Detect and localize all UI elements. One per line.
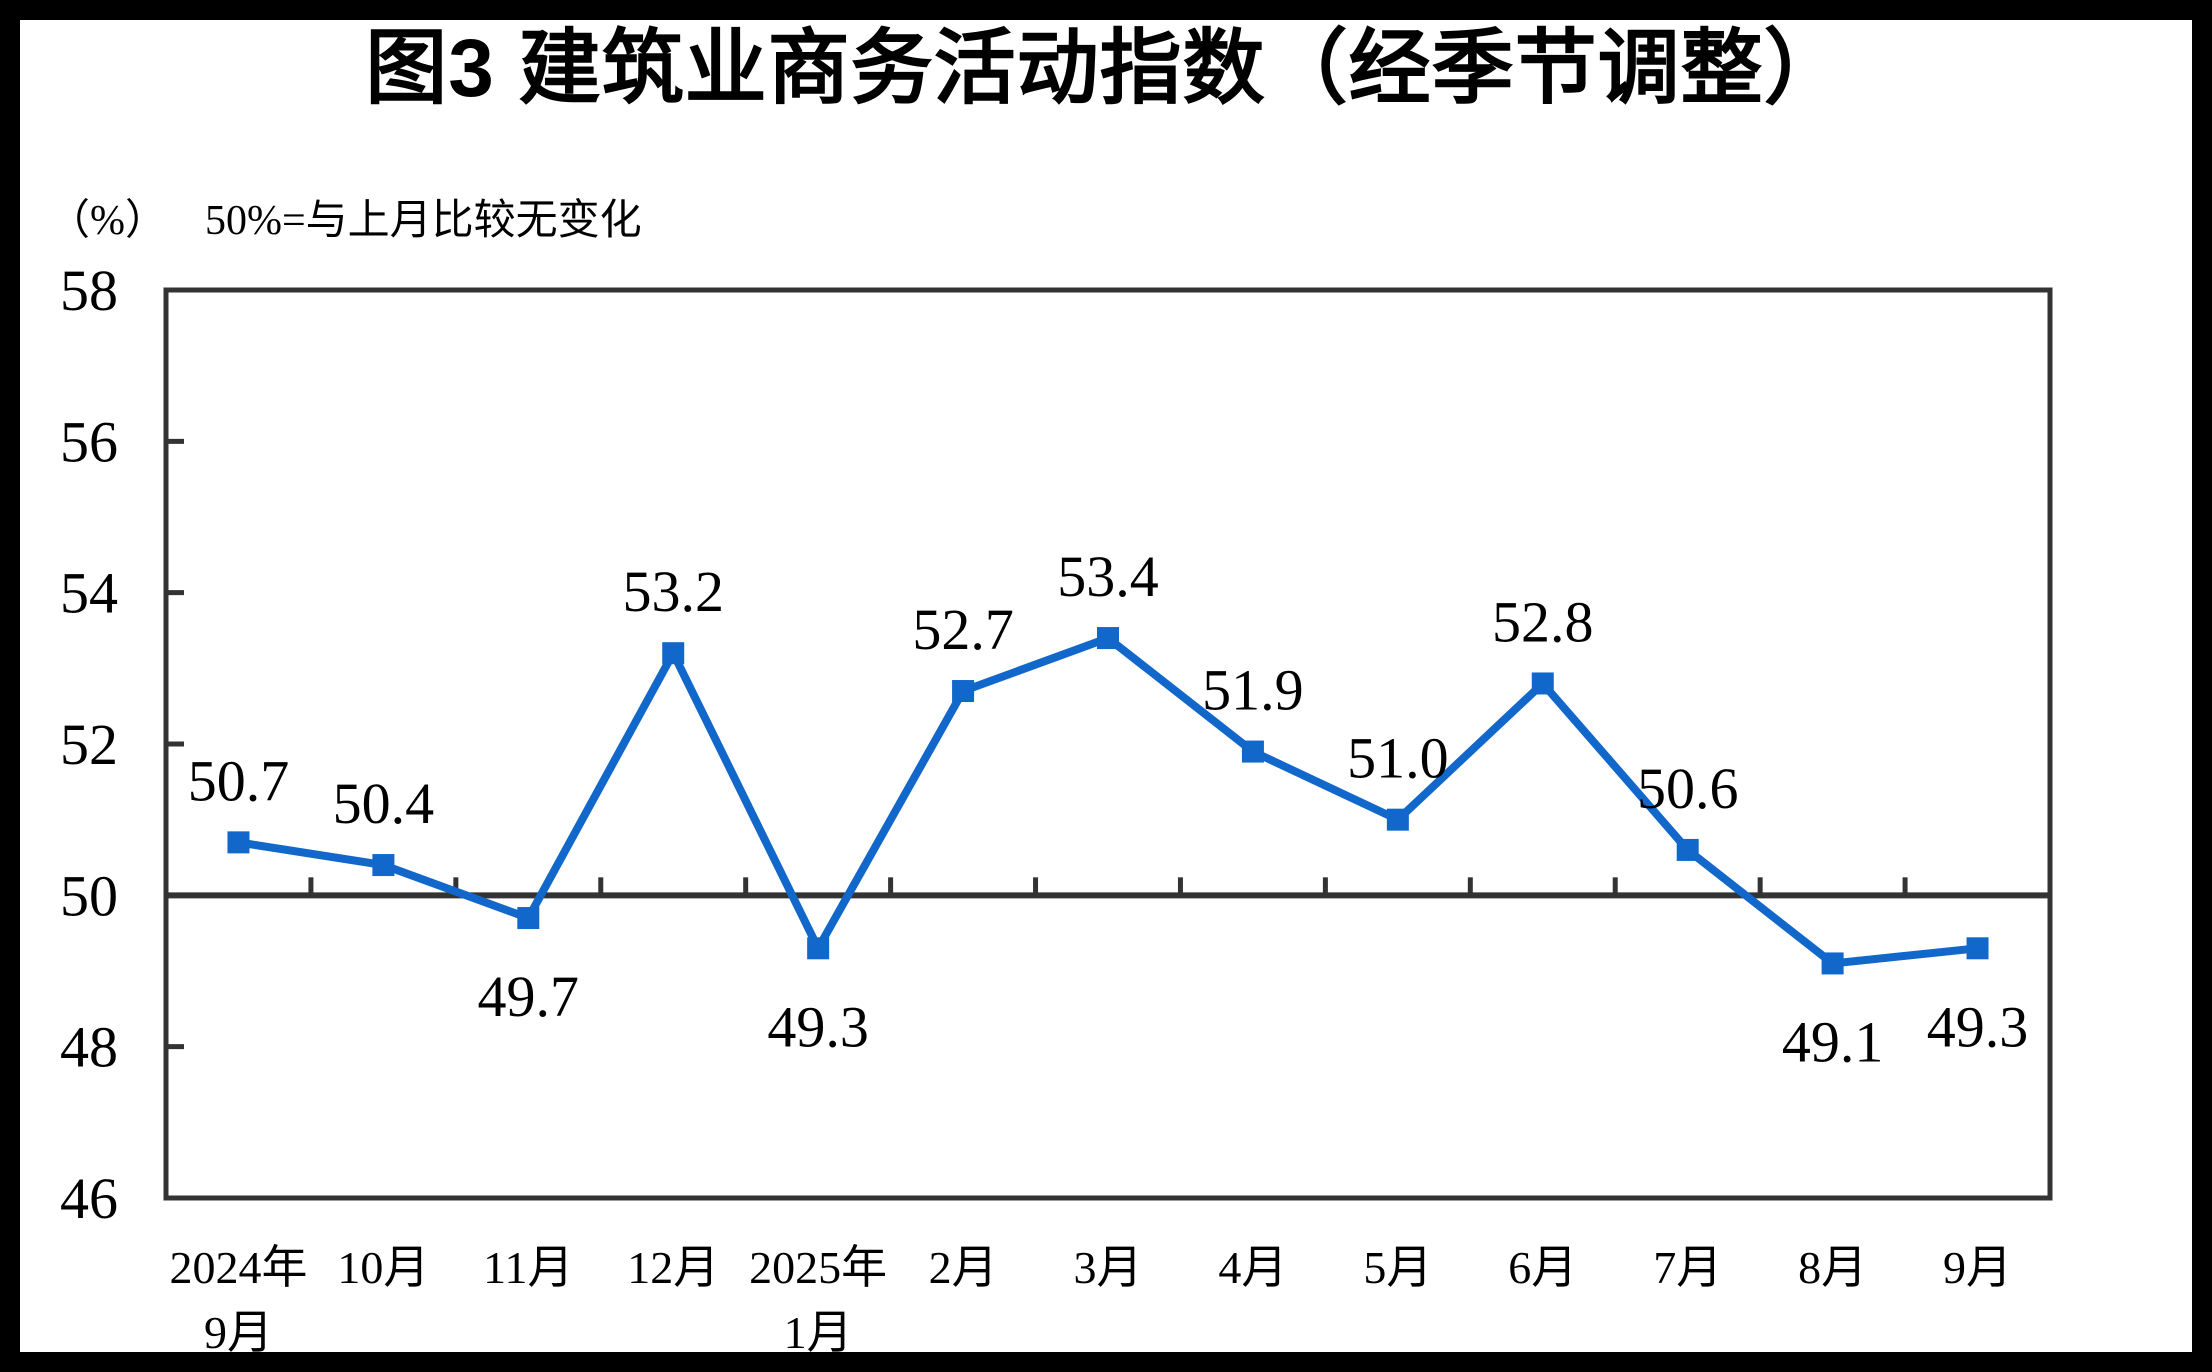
x-axis-label: 6月 <box>1508 1242 1577 1293</box>
data-point-marker <box>662 642 685 665</box>
axis-unit-note: （%） 50%=与上月比较无变化 <box>48 186 642 247</box>
data-point-label: 53.2 <box>622 559 724 624</box>
x-axis-label: 2024年 <box>169 1242 307 1293</box>
x-axis-label: 8月 <box>1798 1242 1867 1293</box>
data-point-label: 49.3 <box>1927 994 2029 1059</box>
x-axis-label: 7月 <box>1653 1242 1722 1293</box>
data-point-marker <box>1241 740 1264 763</box>
y-axis-label: 56 <box>60 409 118 474</box>
y-axis-label: 46 <box>60 1166 118 1231</box>
reference-line-note: 50%=与上月比较无变化 <box>205 198 642 244</box>
y-axis-label: 54 <box>60 561 118 626</box>
data-point-marker <box>1097 627 1119 650</box>
y-axis-label: 48 <box>60 1015 118 1080</box>
x-axis-label: 10月 <box>337 1242 429 1293</box>
x-axis-label: 11月 <box>483 1242 573 1293</box>
x-axis-label: 5月 <box>1363 1242 1432 1293</box>
data-point-marker <box>952 680 975 703</box>
chart-title: 图3 建筑业商务活动指数（经季节调整） <box>365 23 1847 114</box>
y-axis-label: 58 <box>60 258 118 323</box>
data-point-marker <box>1386 808 1409 831</box>
data-point-label: 49.3 <box>767 994 869 1059</box>
data-point-label: 51.9 <box>1202 658 1304 723</box>
data-point-marker <box>1676 838 1699 861</box>
x-axis-label: 3月 <box>1074 1242 1143 1293</box>
data-point-label: 51.0 <box>1347 726 1449 791</box>
x-axis-label: 2月 <box>929 1242 998 1293</box>
data-point-label: 49.1 <box>1782 1009 1884 1074</box>
y-axis-label: 50 <box>60 863 118 928</box>
x-axis-label: 9月 <box>1943 1242 2012 1293</box>
data-point-label: 52.7 <box>912 597 1014 662</box>
x-axis-label: 2025年 <box>749 1242 887 1293</box>
data-point-label: 52.8 <box>1492 589 1594 654</box>
x-axis-label: 1月 <box>784 1307 853 1358</box>
x-axis-label: 4月 <box>1218 1242 1287 1293</box>
data-point-label: 50.4 <box>333 771 435 836</box>
data-point-label: 53.4 <box>1057 544 1159 609</box>
data-point-marker <box>1531 672 1554 695</box>
data-point-marker <box>807 937 830 960</box>
data-point-marker <box>1821 952 1844 975</box>
data-point-marker <box>1966 937 1989 960</box>
x-axis-label: 9月 <box>204 1307 273 1358</box>
data-point-label: 49.7 <box>478 964 580 1029</box>
data-point-marker <box>517 907 540 930</box>
x-axis-label: 12月 <box>627 1242 719 1293</box>
data-point-marker <box>372 854 395 877</box>
data-point-marker <box>227 831 250 854</box>
plot-area-border <box>163 287 2053 1201</box>
data-point-label: 50.6 <box>1637 756 1739 821</box>
y-axis-label: 52 <box>60 712 118 777</box>
y-axis-unit-label: （%） <box>48 198 167 244</box>
data-point-label: 50.7 <box>188 748 290 813</box>
